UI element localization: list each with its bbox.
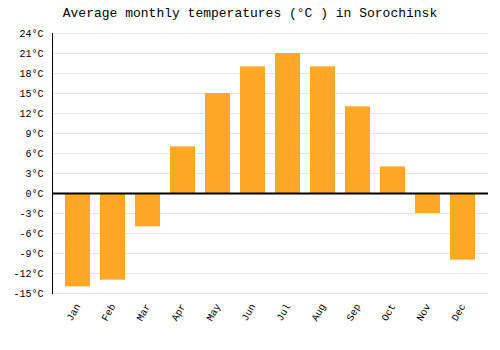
svg-text:6°C: 6°C: [25, 149, 43, 160]
svg-text:12°C: 12°C: [19, 109, 43, 120]
svg-text:May: May: [205, 302, 224, 323]
svg-text:-12°C: -12°C: [13, 269, 43, 280]
svg-text:24°C: 24°C: [19, 29, 43, 40]
svg-text:Feb: Feb: [100, 302, 119, 323]
svg-text:Sep: Sep: [345, 302, 364, 323]
svg-text:Apr: Apr: [170, 302, 189, 323]
svg-text:Oct: Oct: [380, 302, 399, 323]
svg-text:Dec: Dec: [450, 302, 469, 323]
svg-text:-3°C: -3°C: [19, 209, 43, 220]
svg-text:21°C: 21°C: [19, 49, 43, 60]
svg-text:-15°C: -15°C: [13, 289, 43, 300]
svg-text:Jun: Jun: [240, 302, 259, 323]
svg-text:Nov: Nov: [415, 302, 434, 323]
svg-text:-6°C: -6°C: [19, 229, 43, 240]
svg-text:3°C: 3°C: [25, 169, 43, 180]
svg-text:-9°C: -9°C: [19, 249, 43, 260]
svg-text:Jan: Jan: [65, 302, 84, 323]
html-text:Average monthly temperatures (: Average monthly temperatures (°C ) in So…: [62, 6, 438, 21]
svg-text:Mar: Mar: [135, 302, 154, 323]
svg-text:9°C: 9°C: [25, 129, 43, 140]
svg-text:Aug: Aug: [310, 302, 329, 323]
svg-text:0°C: 0°C: [25, 189, 43, 200]
svg-text:18°C: 18°C: [19, 69, 43, 80]
svg-text:Jul: Jul: [275, 302, 294, 323]
svg-text:15°C: 15°C: [19, 89, 43, 100]
